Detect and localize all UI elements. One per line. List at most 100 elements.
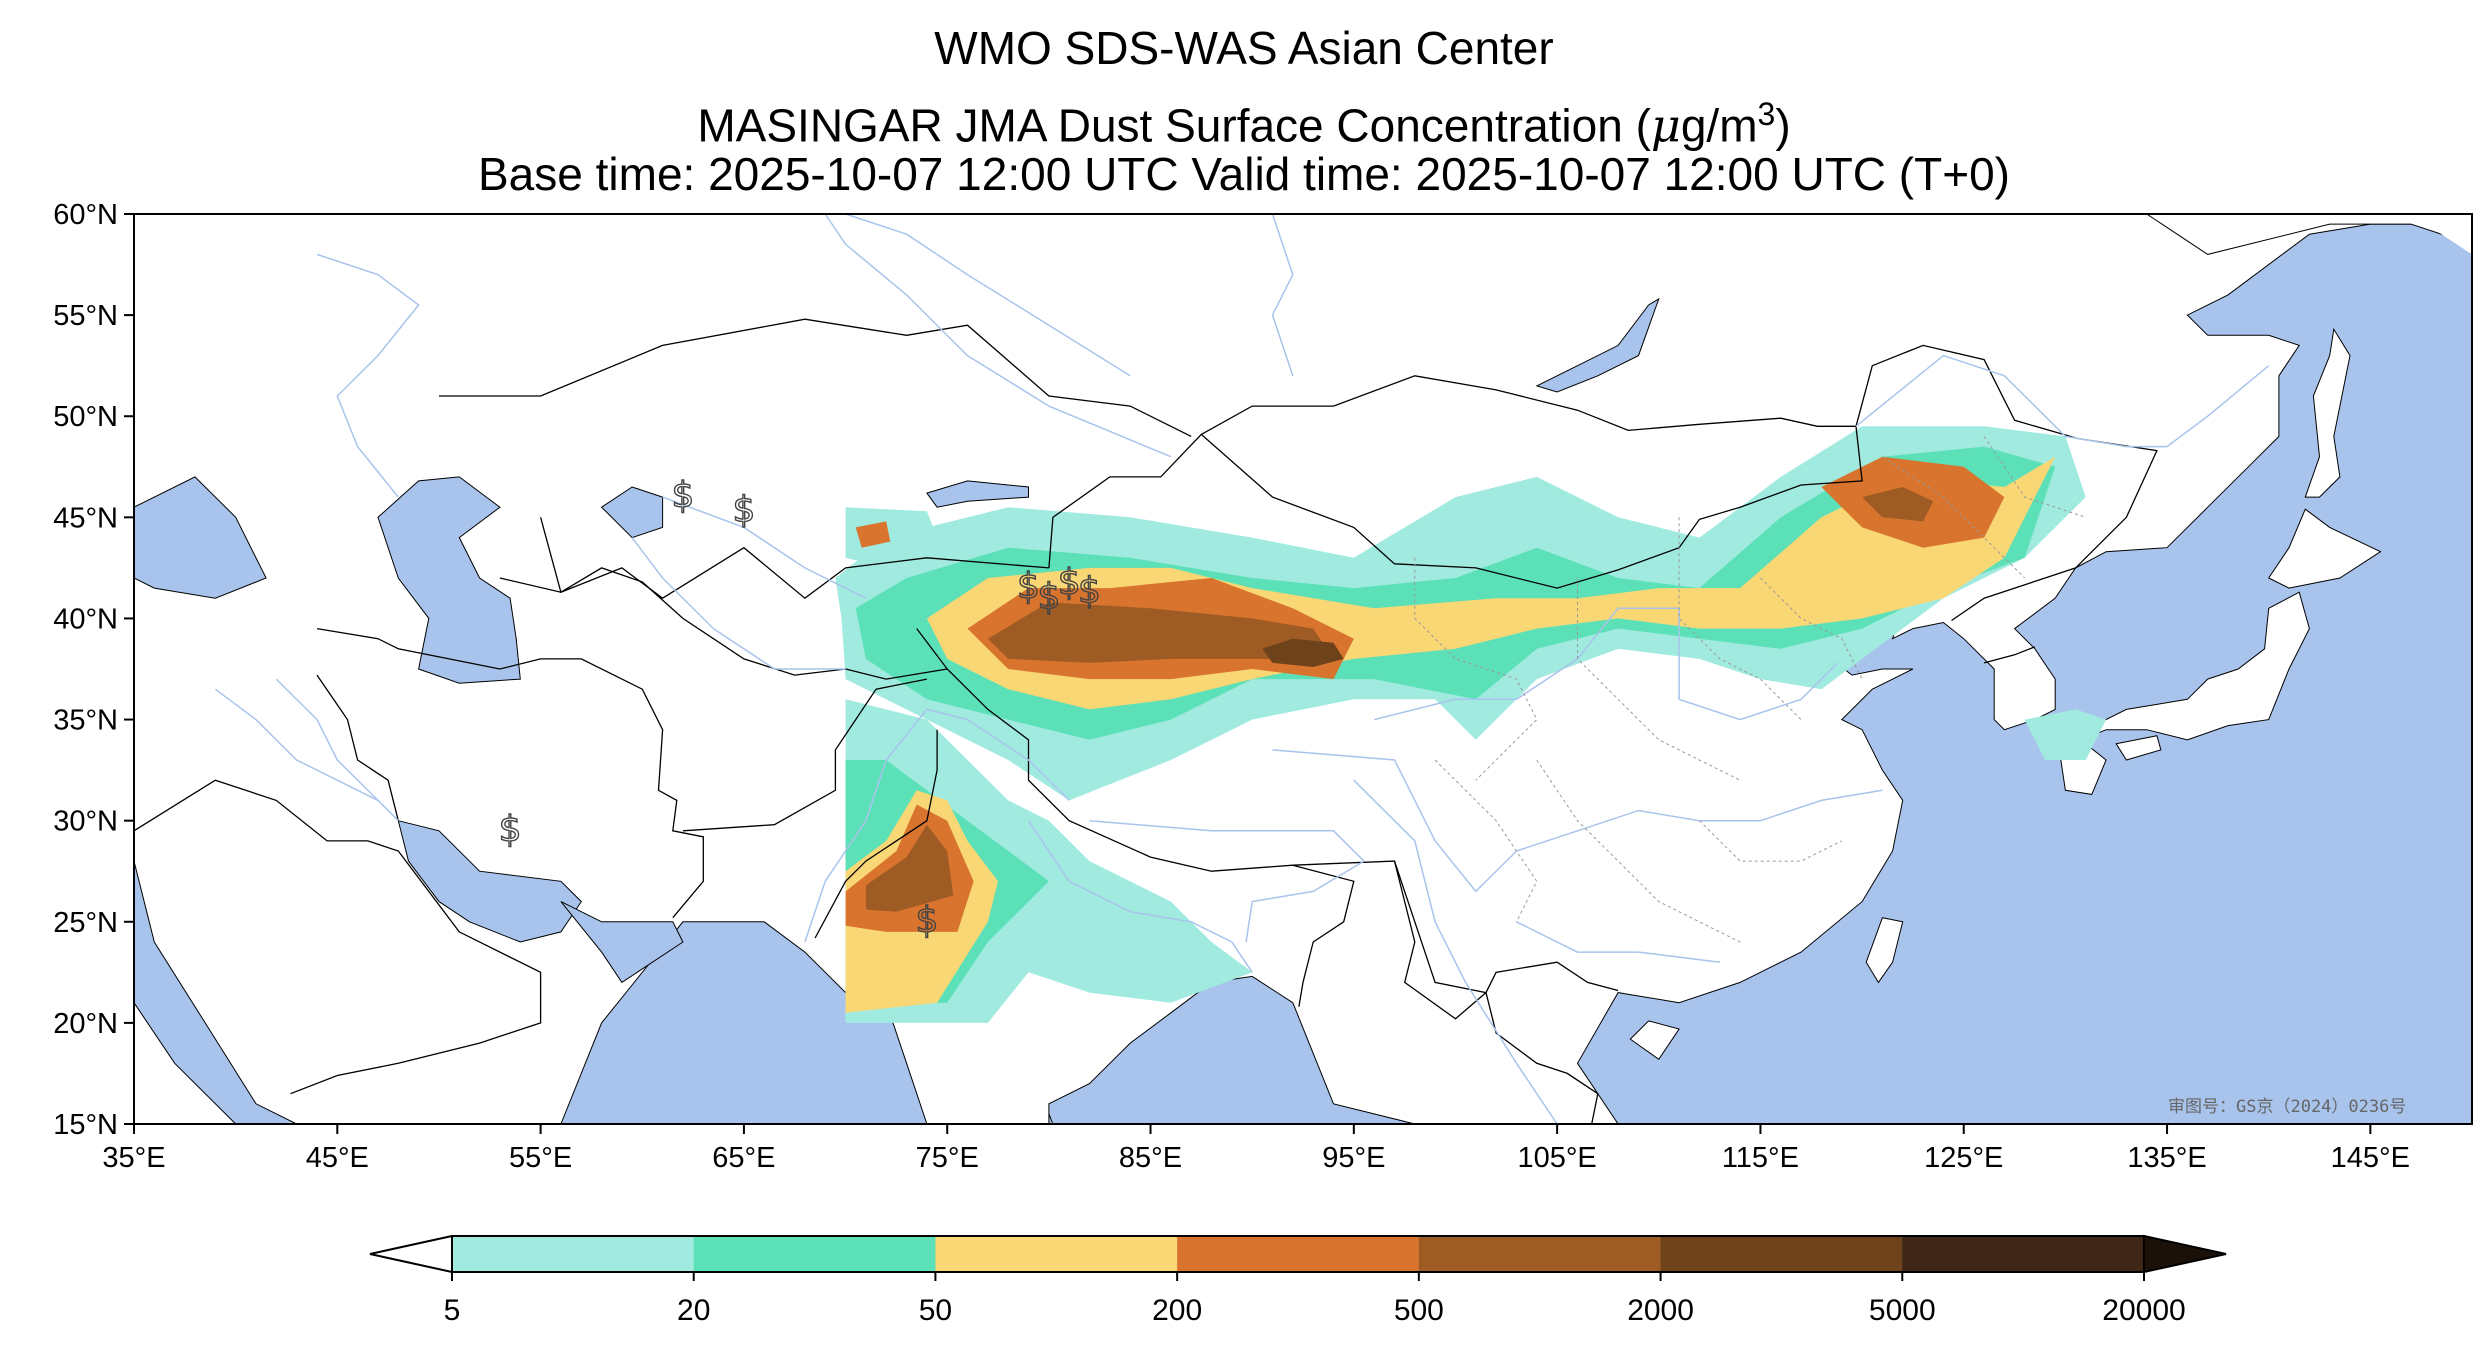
colorbar-frame <box>451 1235 2145 1273</box>
river-indus <box>804 708 1070 943</box>
island-hokkaido <box>2267 508 2382 589</box>
colorbar-segment <box>1177 1236 1420 1272</box>
colorbar-label: 2000 <box>1627 1294 1694 1327</box>
island-japan-shikoku <box>2115 735 2162 761</box>
x-tick-label: 115°E <box>1722 1142 1799 1174</box>
sea-black-sea <box>134 476 267 599</box>
river-syr-darya <box>662 496 867 599</box>
sea-aral-sea <box>600 486 664 539</box>
colorbar-segment <box>452 1236 695 1272</box>
island-taiwan <box>1865 917 1904 984</box>
river-ob <box>845 214 1131 377</box>
colorbar-label: 5 <box>444 1294 461 1327</box>
province-boundary <box>1434 759 1538 923</box>
dust-mongolia-500 <box>1862 487 1934 522</box>
river-amu-darya <box>631 537 846 670</box>
x-tick-label: 125°E <box>1924 1142 2003 1174</box>
dust-source-symbol: $ <box>1058 562 1081 603</box>
border-iraq-iran <box>316 674 399 821</box>
map-title-line-1: WMO SDS-WAS Asian Center <box>934 22 1554 74</box>
x-tick-label: 65°E <box>712 1142 775 1174</box>
colorbar-segment <box>1902 1236 2145 1272</box>
border-kazakhstan-russia <box>439 318 1192 437</box>
dust-balkhash-outer <box>845 507 938 568</box>
y-tick-label: 20°N <box>53 1008 118 1040</box>
province-boundary <box>1678 517 1802 720</box>
island-sri-lanka-tip <box>1048 1113 1054 1124</box>
river-amur <box>1855 354 2270 448</box>
sea-lake-balkhash <box>926 480 1029 508</box>
y-tick-label: 25°N <box>53 907 118 939</box>
dust-source-symbol: $ <box>915 900 938 941</box>
province-boundary <box>1882 456 2026 579</box>
island-sakhalin <box>2304 327 2351 498</box>
border-indochina <box>1393 860 1599 1124</box>
colorbar-label: 5000 <box>1869 1294 1936 1327</box>
river-yenisei <box>1271 214 1294 377</box>
dust-qaidam-2000 <box>1262 638 1344 667</box>
border-kazakhstan-south <box>539 517 1049 600</box>
dust-source-symbol: $ <box>1078 570 1101 611</box>
x-tick-label: 85°E <box>1119 1142 1182 1174</box>
island-hainan <box>1629 1020 1680 1061</box>
dust-source-symbol: $ <box>671 475 694 516</box>
x-tick-label: 135°E <box>2127 1142 2206 1174</box>
sea-arabian-sea <box>560 921 928 1124</box>
river-pearl <box>1516 921 1720 963</box>
y-tick-label: 50°N <box>53 401 118 433</box>
title-unit-mu: μ <box>1650 98 1681 153</box>
colorbar-label: 500 <box>1394 1294 1444 1327</box>
x-tick-label: 95°E <box>1322 1142 1385 1174</box>
island-japan-honshu <box>2080 591 2310 741</box>
title-unit-rest: g/m <box>1680 99 1758 152</box>
okhotsk-coast <box>2145 214 2472 255</box>
title-suffix: ) <box>1775 99 1791 152</box>
map-body: $ $$$$$$$ 审图号：GS京（2024）0236号 <box>134 214 2472 1124</box>
dust-indus-500 <box>865 824 954 912</box>
border-myanmar-india <box>1292 864 1355 1007</box>
province-boundary <box>1536 759 1741 943</box>
river-euphrates <box>214 688 379 802</box>
river-volga <box>316 253 420 498</box>
y-tick-label: 55°N <box>53 300 118 332</box>
sea-gulf-of-oman <box>560 901 684 984</box>
x-tick-label: 35°E <box>102 1142 165 1174</box>
y-tick-label: 15°N <box>53 1109 118 1141</box>
colorbar-segment <box>1660 1236 1903 1272</box>
symbol-layer: $ $$$$$$$ <box>498 475 1102 942</box>
border-afghanistan-pakistan <box>682 678 928 832</box>
colorbar-label: 50 <box>919 1294 952 1327</box>
sea-red-sea <box>134 860 297 1124</box>
colorbar-over-arrow <box>2143 1234 2227 1274</box>
river-mekong <box>1353 779 1558 1124</box>
sea-pacific-east <box>1576 214 2472 1124</box>
sea-lake-baikal <box>1535 297 1660 393</box>
river-tigris <box>275 678 399 822</box>
dust-source-symbol: $ <box>1037 576 1060 617</box>
border-china-north <box>1048 344 2158 622</box>
colorbar-label: 20000 <box>2102 1294 2185 1327</box>
sea-persian-gulf <box>397 820 582 943</box>
border-mongolia-north <box>1200 375 1856 435</box>
colorbar-under-arrow <box>369 1234 453 1274</box>
dust-japan-patch <box>2024 709 2107 760</box>
colorbar-segment <box>1418 1236 1662 1272</box>
x-tick-label: 75°E <box>916 1142 979 1174</box>
border-korea-dmz <box>1983 646 2036 664</box>
border-pakistan-india <box>814 729 938 939</box>
river-ganges <box>1027 820 1253 973</box>
y-tick-label: 35°N <box>53 705 118 737</box>
dust-taklimakan-500 <box>987 602 1334 663</box>
y-tick-label: 45°N <box>53 502 118 534</box>
colorbar-segment <box>935 1236 1178 1272</box>
colorbar-label: 20 <box>677 1294 710 1327</box>
y-tick-label: 30°N <box>53 806 118 838</box>
dust-source-symbol: $ <box>732 489 755 530</box>
y-tick-label: 40°N <box>53 603 118 635</box>
river-brahmaputra <box>1089 819 1366 943</box>
x-axis-ticks: 35°E 45°E 55°E 65°E 75°E 85°E 95°E 105°E 115°E 12… <box>102 1124 2410 1174</box>
colorbar: 5 20 50 200 500 2000 5000 20000 <box>369 1234 2227 1327</box>
x-tick-label: 55°E <box>509 1142 572 1174</box>
title-prefix: MASINGAR JMA Dust Surface Concentration … <box>697 99 1651 152</box>
sea-caspian-sea <box>377 476 521 684</box>
